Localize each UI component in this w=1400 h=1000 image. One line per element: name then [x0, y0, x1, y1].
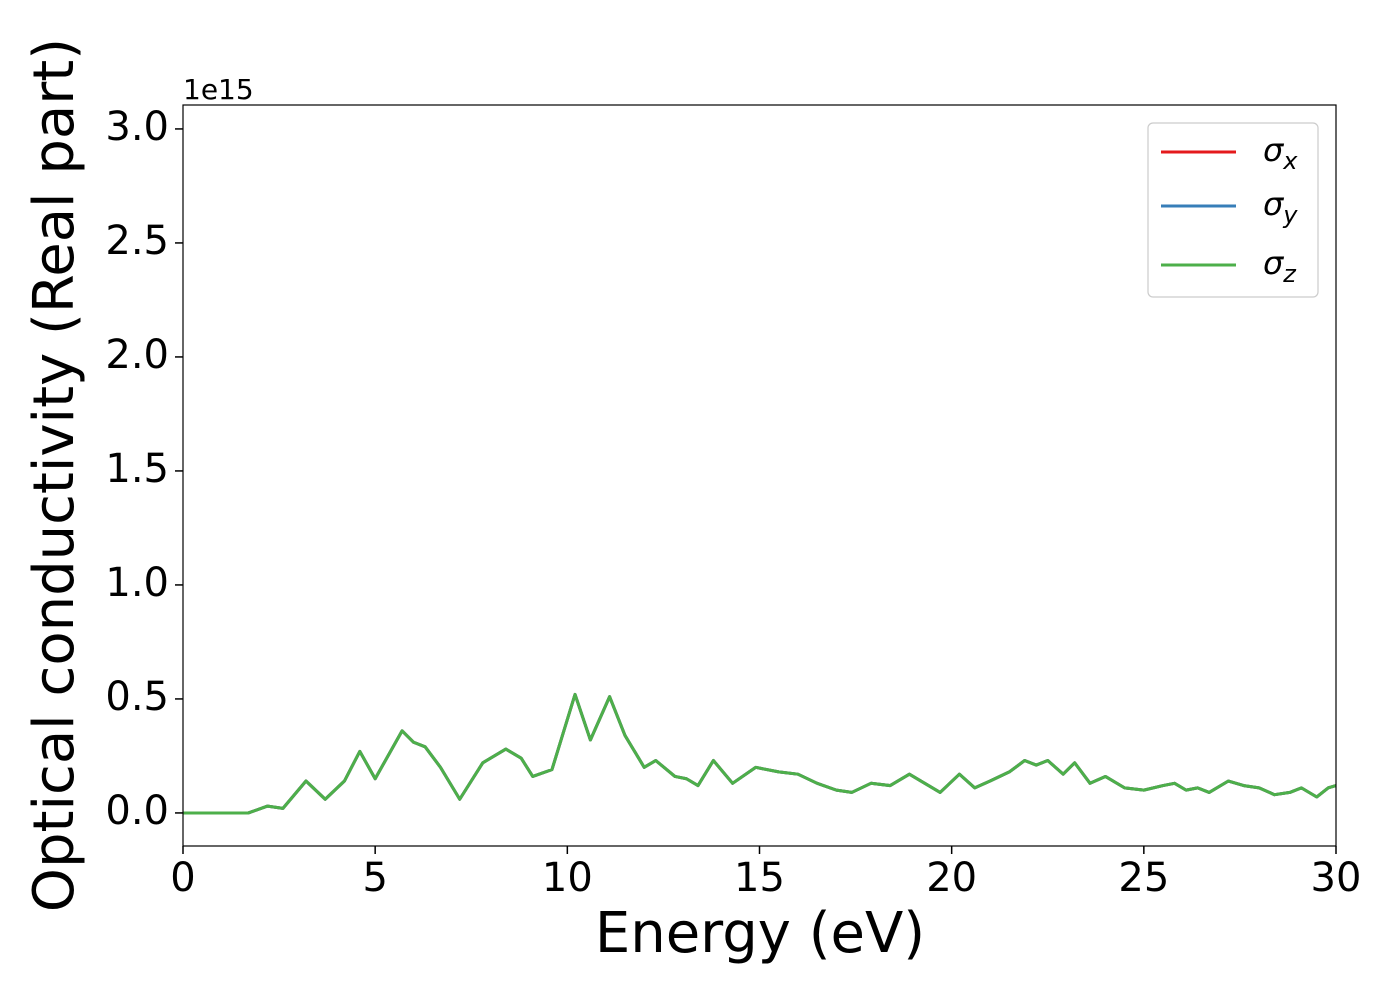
offset-label: 1e15 [183, 73, 254, 106]
legend-label: σx [1263, 131, 1298, 175]
series-line [183, 692, 1337, 815]
plot-frame [182, 104, 1337, 847]
y-tick-label: 0.0 [105, 788, 169, 834]
y-axis-label: Optical conductivity (Real part) [22, 38, 87, 912]
x-tick-label: 25 [1118, 855, 1169, 901]
x-tick-label: 15 [734, 855, 785, 901]
legend-label: σy [1263, 185, 1298, 229]
x-tick-label: 0 [170, 855, 195, 901]
y-tick-label: 1.5 [105, 446, 169, 492]
y-tick-label: 1.0 [105, 560, 169, 606]
x-tick-label: 20 [926, 855, 977, 901]
x-tick-label: 5 [362, 855, 387, 901]
series-line [183, 692, 1337, 815]
x-tick-label: 30 [1311, 855, 1362, 901]
y-tick-label: 0.5 [105, 674, 169, 720]
legend-box [1147, 122, 1319, 298]
y-tick-label: 3.0 [105, 104, 169, 150]
legend-label: σz [1263, 244, 1297, 288]
x-axis-label: Energy (eV) [595, 901, 925, 966]
series-line [183, 692, 1337, 815]
y-tick-label: 2.5 [105, 218, 169, 264]
x-tick-label: 10 [542, 855, 593, 901]
y-tick-label: 2.0 [105, 332, 169, 378]
